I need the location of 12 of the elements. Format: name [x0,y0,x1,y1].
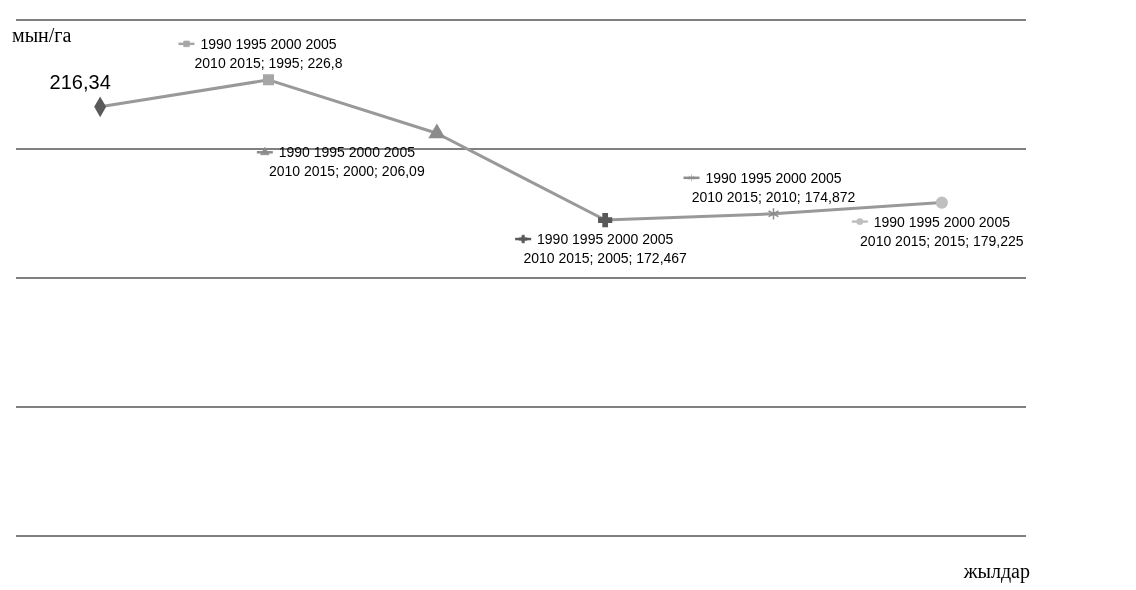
point [263,74,274,86]
data-label: 1990 1995 2000 2005 2010 2015; 2015; 179,225 [860,213,1024,249]
point [767,207,780,221]
x-axis-title: жылдар [962,560,1030,583]
y-axis-title: мын/га [12,24,72,46]
data-label: 1990 1995 2000 2005 2010 2015; 2010; 174,872 [691,169,856,205]
data-label: 1990 1995 2000 2005 2010 2015; 2000; 206,09 [268,144,425,180]
data-label: 216,34 [49,70,111,93]
data-label: 1990 1995 2000 2005 2010 2015; 1995; 226,8 [194,35,343,71]
data-label: 1990 1995 2000 2005 2010 2015; 2005; 172,467 [523,231,688,267]
point [598,212,613,228]
point [935,196,948,209]
